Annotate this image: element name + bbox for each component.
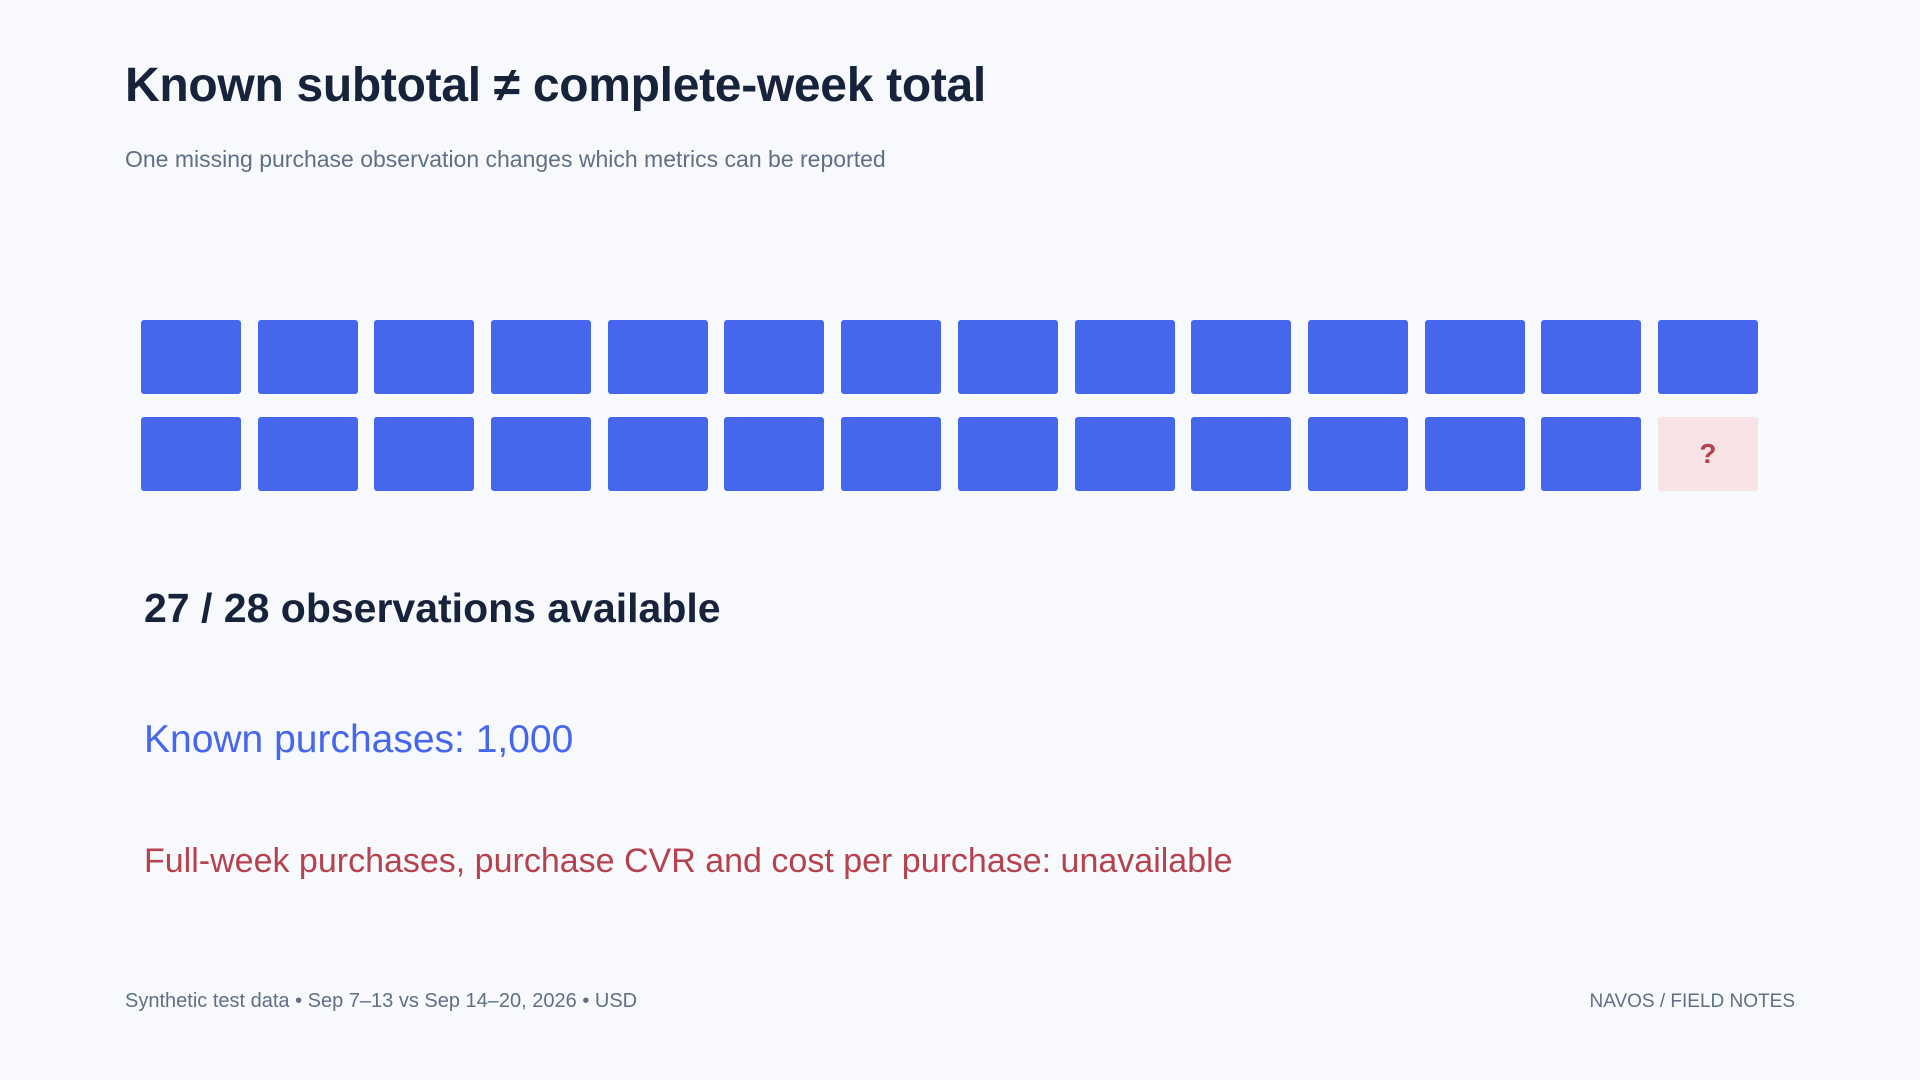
missing-mark: ? — [1699, 438, 1717, 469]
observation-cell — [841, 320, 942, 394]
observation-cell — [1307, 417, 1408, 491]
observation-cell — [607, 320, 708, 394]
observation-cell — [491, 320, 592, 394]
unavailable-metrics-text: Full-week purchases, purchase CVR and co… — [144, 842, 1233, 880]
observation-cell — [257, 417, 358, 491]
observation-cell-missing: ? — [1657, 417, 1758, 491]
observation-cell — [1541, 417, 1642, 491]
observation-cell — [1307, 320, 1408, 394]
observation-cell — [1541, 320, 1642, 394]
observation-cell — [957, 417, 1058, 491]
observation-cell — [607, 417, 708, 491]
known-purchases-text: Known purchases: 1,000 — [144, 718, 574, 761]
footer-brand: NAVOS / FIELD NOTES — [1589, 991, 1795, 1012]
observation-cell — [491, 417, 592, 491]
observation-cell — [1657, 320, 1758, 394]
observation-cell — [1074, 320, 1175, 394]
observation-cell — [1424, 320, 1525, 394]
observation-cell — [1424, 417, 1525, 491]
observation-count: 27 / 28 observations available — [144, 585, 721, 631]
observation-cell — [724, 417, 825, 491]
observation-cell — [841, 417, 942, 491]
observation-cell — [1191, 320, 1292, 394]
observation-cell — [141, 320, 241, 394]
observation-cell — [1074, 417, 1175, 491]
observation-cell — [257, 320, 358, 394]
observation-grid: ? — [141, 320, 1758, 491]
page-subtitle: One missing purchase observation changes… — [125, 146, 886, 172]
footer-source-note: Synthetic test data • Sep 7–13 vs Sep 14… — [125, 990, 638, 1012]
observation-cell — [374, 417, 475, 491]
observation-cell — [374, 320, 475, 394]
observation-cell — [141, 417, 241, 491]
observation-cell — [957, 320, 1058, 394]
observation-cell — [1191, 417, 1292, 491]
observation-cell — [724, 320, 825, 394]
page-title: Known subtotal ≠ complete-week total — [125, 59, 986, 112]
